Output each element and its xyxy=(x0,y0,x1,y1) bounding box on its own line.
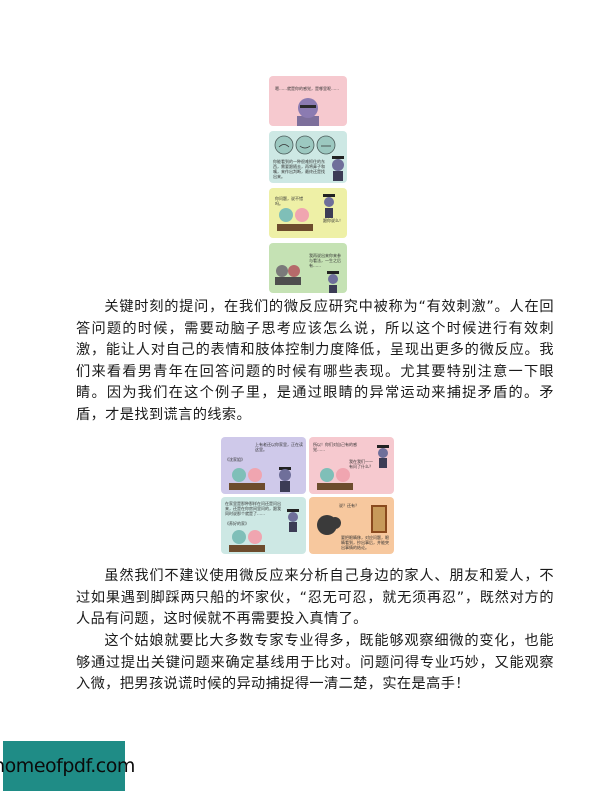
comic-panel-mid-3: 在家里是那种那样在问还是问出来，还是在你房间里问的，跟我同时说那个就是了…… 《… xyxy=(221,497,306,554)
comic-caption: 你能看到的一种很难抓住的东西，需要跟随去，再将鼻子和嘴，来作出判断，最终还是找出… xyxy=(273,159,325,179)
comic-panel-mid-2: 所以！你们对自己有的感觉…… 我在我们——有问了什么？ xyxy=(309,437,394,494)
comic-caption: 所以！你们对自己有的感觉…… xyxy=(313,442,357,452)
speech-bubble: 《养好的家》 xyxy=(225,521,249,526)
comic-panel-1: 嗯……就是你的感觉，是哪里呢…… xyxy=(269,76,347,126)
three-faces-illustration xyxy=(274,135,344,181)
comic-panel-4: 我再说出来你来参与看法，一生之后有…… xyxy=(269,243,347,293)
speech-bubble: 你问题，说不错吗。 xyxy=(275,196,303,206)
body-paragraph-3: 这个姑娘就要比大多数专家专业得多，既能够观察细微的变化，也能够通过提出关键问题来… xyxy=(76,633,554,692)
couple-and-teacher-illustration xyxy=(229,509,299,552)
body-paragraph-2: 虽然我们不建议使用微反应来分析自己身边的家人、朋友和爱人，不过如果遇到脚踩两只船… xyxy=(76,568,554,627)
watermark-badge: homeofpdf.com xyxy=(0,741,135,791)
comic-caption: 嗯……就是你的感觉，是哪里呢…… xyxy=(275,86,339,91)
speech-bubble: 跟你说么！ xyxy=(323,218,343,223)
comic-caption: 上有老还以你家里，正在读这里。 xyxy=(255,442,303,452)
couple-and-teacher-illustration xyxy=(317,445,389,490)
purple-character-illustration xyxy=(297,98,319,126)
body-paragraph-1: 关键时刻的提问，在我们的微反应研究中被称为“有效刺激”。人在回答问题的时候，需要… xyxy=(76,299,554,423)
comic-caption: 我再说出来你来参与看法，一生之后有…… xyxy=(309,253,341,268)
comic-caption: 要把眼睛移，对应问题，眼睛看到，抄出事后，并能突出事情的结论。 xyxy=(341,535,389,550)
couple-on-bench-illustration xyxy=(277,194,335,231)
comic-caption: 在家里是那种那样在问还是问出来，还是在你房间里问的，跟我同时说那个就是了…… xyxy=(225,501,281,516)
watermark-text: homeofpdf.com xyxy=(0,755,135,777)
comic-panel-mid-4: 说？还有？ 要把眼睛移，对应问题，眼睛看到，抄出事后，并能突出事情的结论。 xyxy=(309,497,394,554)
speech-bubble: 我在我们——有问了什么？ xyxy=(349,459,373,469)
gray-couple-illustration xyxy=(275,265,339,293)
comic-panel-3: 你问题，说不错吗。 跟你说么！ xyxy=(269,188,347,238)
profile-and-door-illustration xyxy=(317,505,387,535)
comic-panel-mid-1: 上有老还以你家里，正在读这里。 《沈家姐》 xyxy=(221,437,306,494)
comic-panel-2: 你能看到的一种很难抓住的东西，需要跟随去，再将鼻子和嘴，来作出判断，最终还是找出… xyxy=(269,131,347,183)
speech-bubble: 说？还有？ xyxy=(339,503,359,508)
couple-and-teacher-illustration xyxy=(229,467,291,492)
speech-bubble: 《沈家姐》 xyxy=(225,457,245,462)
